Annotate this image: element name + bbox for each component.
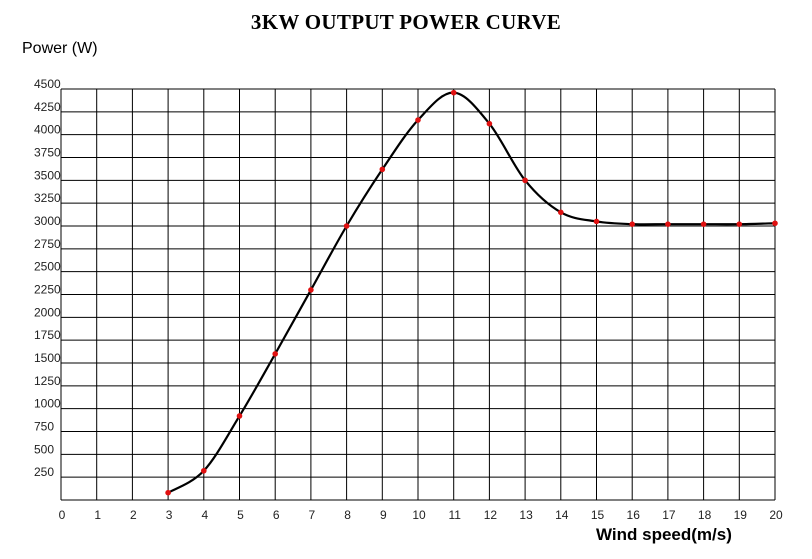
- x-tick-label: 0: [59, 508, 66, 522]
- data-point: [236, 413, 243, 419]
- x-tick-label: 4: [201, 508, 208, 522]
- tick-labels: 0 1 2 3 4 5 6 7 8 9 10 11 12 13 14 15 16 17 18 19 2025050075…: [34, 77, 783, 522]
- data-point: [736, 221, 743, 227]
- y-tick-label: 4000: [34, 123, 61, 137]
- data-point: [450, 89, 457, 96]
- data-point: [308, 287, 314, 293]
- data-point: [165, 489, 171, 496]
- x-tick-label: 6: [273, 508, 280, 522]
- data-point: [379, 166, 386, 173]
- x-tick-label: 18: [698, 508, 712, 522]
- data-point: [343, 223, 350, 229]
- x-tick-label: 7: [309, 508, 316, 522]
- x-axis-label: Wind speed(m/s): [596, 525, 732, 544]
- y-tick-label: 4500: [34, 77, 61, 91]
- y-tick-label: 4250: [34, 100, 61, 114]
- y-tick-label: 2500: [34, 260, 61, 274]
- data-point: [486, 120, 493, 127]
- data-points: [165, 89, 778, 496]
- y-tick-label: 3000: [34, 214, 61, 228]
- y-tick-label: 1250: [34, 374, 61, 388]
- y-tick-label: 1750: [34, 328, 61, 342]
- x-tick-label: 19: [734, 508, 748, 522]
- y-tick-label: 2250: [34, 283, 61, 297]
- x-tick-label: 1: [94, 508, 101, 522]
- x-tick-label: 17: [662, 508, 676, 522]
- y-tick-label: 500: [34, 442, 54, 456]
- data-point: [272, 351, 279, 357]
- y-axis-label: Power (W): [22, 40, 98, 57]
- x-tick-label: 16: [627, 508, 641, 522]
- x-tick-label: 20: [769, 508, 783, 522]
- data-point: [415, 117, 421, 123]
- y-tick-label: 1000: [34, 397, 61, 411]
- y-tick-label: 3500: [34, 168, 61, 182]
- y-tick-label: 3250: [34, 191, 61, 205]
- y-tick-label: 250: [34, 465, 54, 479]
- data-point: [665, 221, 671, 227]
- data-point: [558, 209, 564, 216]
- x-tick-label: 3: [166, 508, 173, 522]
- x-tick-label: 13: [519, 508, 533, 522]
- data-point: [522, 177, 528, 184]
- data-point: [772, 220, 778, 227]
- x-tick-label: 9: [380, 508, 387, 522]
- x-tick-label: 12: [484, 508, 498, 522]
- x-tick-label: 15: [591, 508, 605, 522]
- y-tick-label: 2000: [34, 305, 61, 319]
- power-curve-line: [167, 91, 776, 494]
- x-tick-label: 10: [412, 508, 426, 522]
- x-tick-label: 14: [555, 508, 569, 522]
- chart-title: 3KW OUTPUT POWER CURVE: [250, 10, 562, 34]
- data-point: [629, 221, 635, 227]
- series-layer: [167, 91, 776, 494]
- y-tick-label: 2750: [34, 237, 61, 251]
- y-tick-label: 1500: [34, 351, 61, 365]
- x-tick-label: 11: [448, 508, 461, 522]
- data-point: [593, 218, 600, 225]
- x-tick-label: 8: [344, 508, 351, 522]
- y-tick-label: 3750: [34, 146, 61, 160]
- x-tick-label: 5: [237, 508, 244, 522]
- data-point: [201, 467, 207, 474]
- data-point: [700, 221, 707, 227]
- y-tick-label: 750: [34, 420, 54, 434]
- grid-lines: [60, 88, 776, 501]
- x-tick-label: 2: [130, 508, 137, 522]
